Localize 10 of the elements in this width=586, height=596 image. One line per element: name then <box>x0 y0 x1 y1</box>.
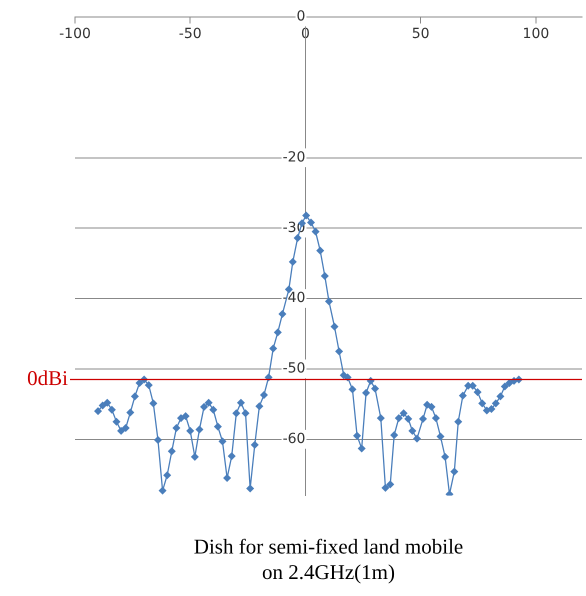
x-tick-label: -100 <box>59 26 91 42</box>
y-tick-label: 0 <box>296 8 306 25</box>
y-tick-label: -50 <box>282 360 306 377</box>
ref-line-label: 0dBi <box>27 366 68 390</box>
y-tick-label: -60 <box>282 430 306 447</box>
x-tick-label: 50 <box>412 26 430 42</box>
y-tick-label: -20 <box>282 149 306 166</box>
x-tick-label: 100 <box>522 26 550 42</box>
text: Dish for semi-fixed land mobile on 2.4GHz(1m) <box>194 534 464 584</box>
x-tick-label: -50 <box>178 26 202 42</box>
